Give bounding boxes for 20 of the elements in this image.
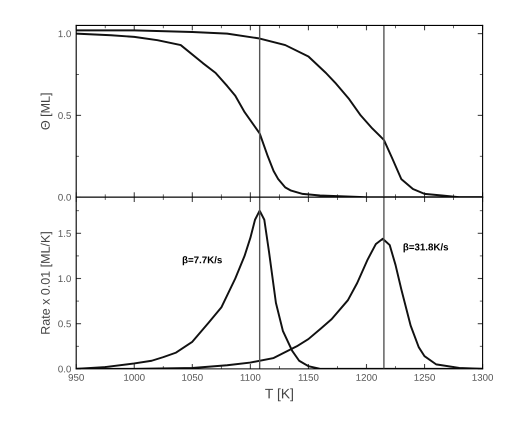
y-tick-label: 0.0 [58,366,71,372]
y-axis-title: Rate x 0.01 [ML/K] [40,232,52,334]
x-tick-label: 1150 [298,374,319,381]
annotation: β=7.7K/s [182,256,222,266]
y-tick-label: 0.0 [58,194,71,201]
x-tick-label: 1100 [240,374,260,381]
annotation: β=31.8K/s [404,243,448,252]
x-tick-label: 950 [68,374,84,381]
x-tick-label: 1200 [356,374,377,381]
y-tick-label: 1.5 [58,230,71,237]
y-tick-label: 1.0 [58,30,71,38]
x-tick-label: 1000 [124,374,145,381]
x-tick-label: 1300 [472,374,494,381]
y-axis-title: Θ [ML] [40,93,52,130]
x-axis-title: T [K] [265,388,293,402]
y-tick-label: 0.5 [58,320,71,328]
x-tick-label: 1050 [182,374,203,381]
x-tick-label: 1250 [414,374,435,381]
y-tick-label: 1.0 [58,275,71,282]
y-tick-label: 0.5 [58,112,71,120]
